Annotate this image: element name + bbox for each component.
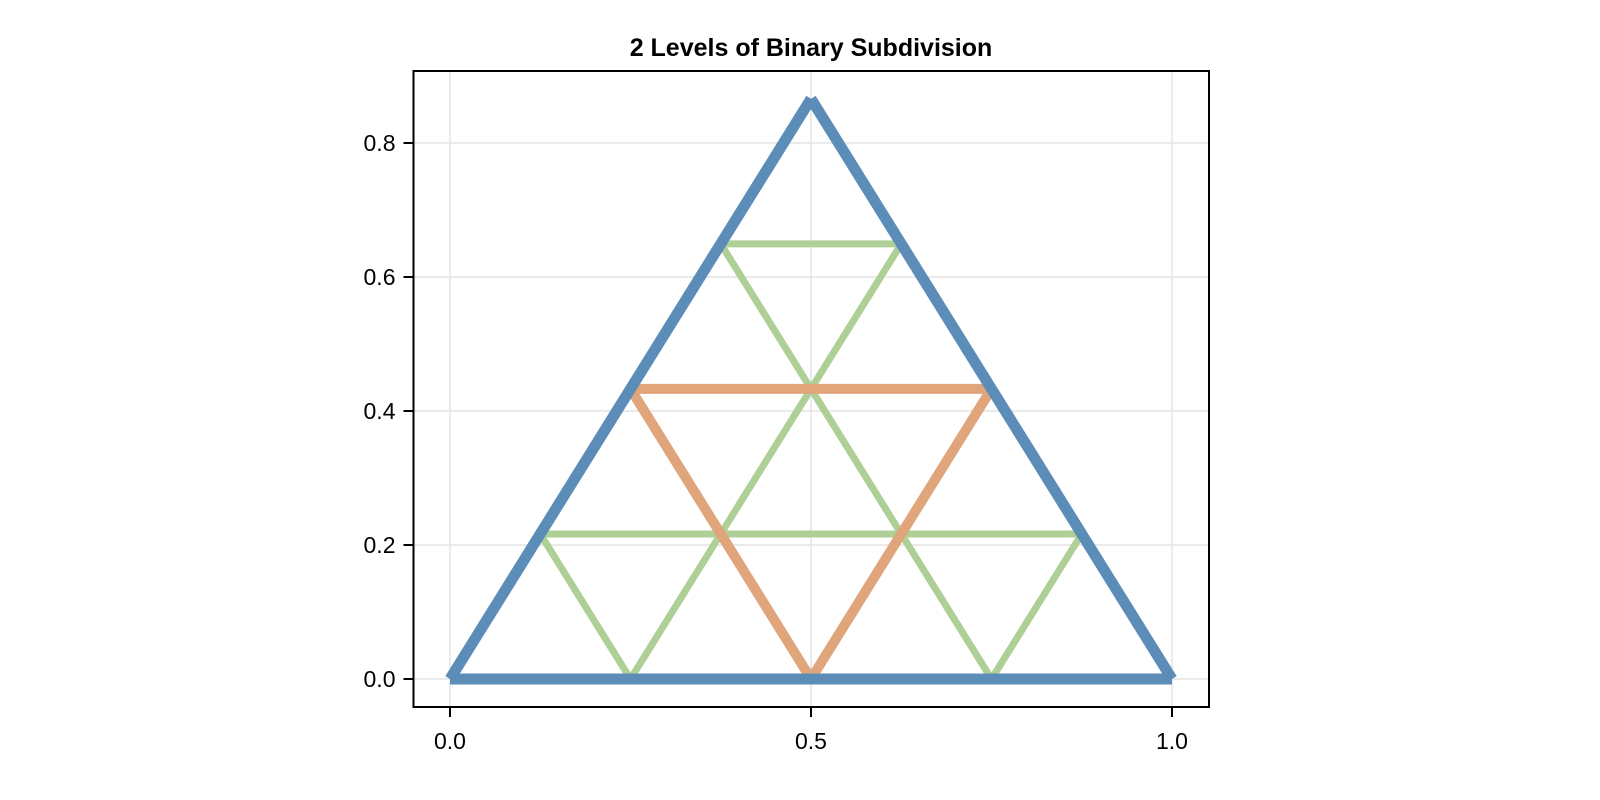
y-tick-label: 0.8	[364, 130, 396, 156]
series-level-0-outer-triangle-	[445, 95, 1177, 685]
segment	[806, 95, 1177, 682]
segment	[445, 95, 816, 682]
y-tick-label: 0.2	[364, 532, 396, 558]
segment	[808, 241, 905, 391]
chart-title: 2 Levels of Binary Subdivision	[630, 34, 993, 62]
y-tick-label: 0.0	[364, 666, 396, 692]
segment	[626, 386, 816, 682]
y-tick-label: 0.4	[364, 398, 396, 424]
x-tick-label: 0.5	[795, 728, 827, 754]
x-tick-label: 1.0	[1156, 728, 1188, 754]
y-tick-label: 0.6	[364, 264, 396, 290]
segment	[717, 387, 814, 536]
segment	[717, 241, 814, 391]
series-level-1-subdivision	[626, 383, 996, 682]
segment	[988, 532, 1085, 681]
segment	[808, 387, 905, 536]
x-tick-label: 0.0	[434, 728, 466, 754]
segment	[806, 386, 996, 682]
segment	[537, 532, 634, 681]
segment	[898, 532, 995, 681]
series-level-2-subdivision	[537, 240, 1085, 681]
segment	[627, 532, 724, 681]
plot-area	[445, 95, 1177, 685]
x-axis: 0.0 0.5 1.0	[434, 707, 1188, 754]
y-axis: 0.0 0.2 0.4 0.6 0.8	[364, 130, 414, 692]
